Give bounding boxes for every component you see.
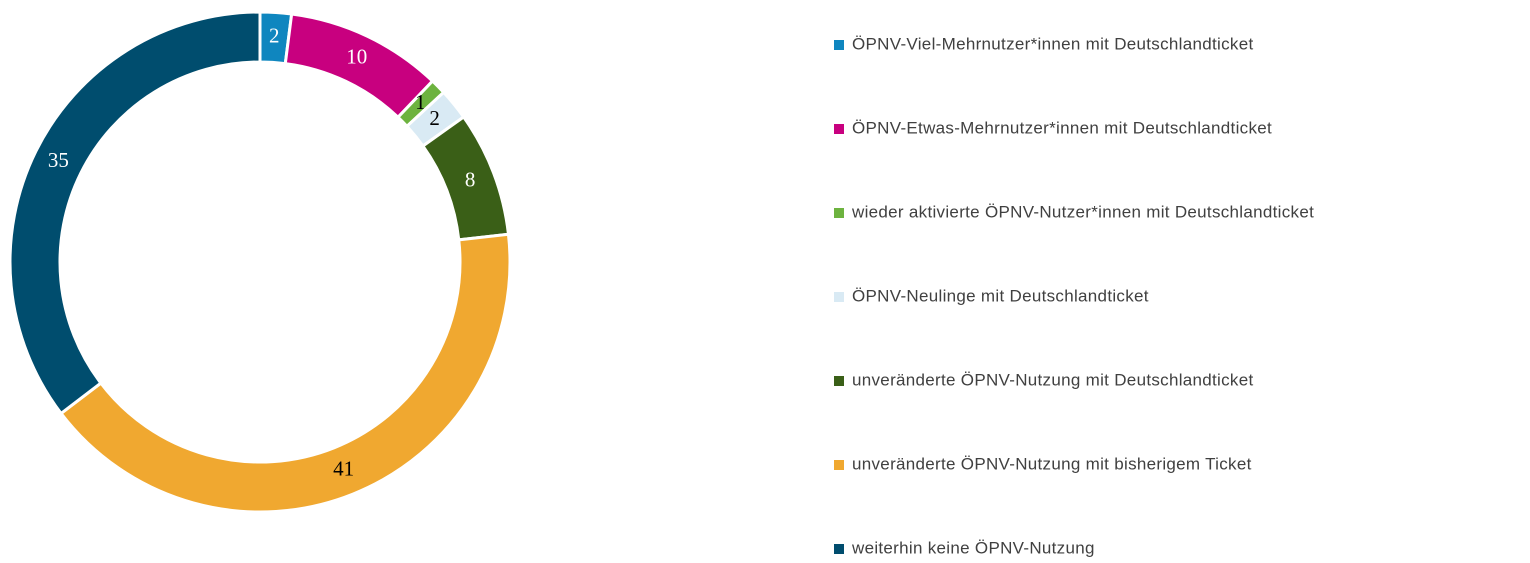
legend-label: weiterhin keine ÖPNV-Nutzung <box>851 538 1095 557</box>
legend-label: ÖPNV-Viel-Mehrnutzer*innen mit Deutschla… <box>852 34 1253 53</box>
data-label: 1 <box>415 90 426 114</box>
legend-label: ÖPNV-Neulinge mit Deutschlandticket <box>852 286 1149 305</box>
legend-swatch <box>834 292 844 302</box>
donut-slice <box>8 10 262 416</box>
legend-swatch <box>834 460 844 470</box>
legend-swatch <box>834 376 844 386</box>
donut-slice <box>58 232 512 514</box>
legend-label: unveränderte ÖPNV-Nutzung mit Deutschlan… <box>852 370 1254 389</box>
legend-label: ÖPNV-Etwas-Mehrnutzer*innen mit Deutschl… <box>852 118 1272 137</box>
data-label: 35 <box>48 148 69 172</box>
legend-swatch <box>834 40 844 50</box>
data-label: 8 <box>465 168 476 192</box>
data-label: 41 <box>333 457 354 481</box>
data-label: 2 <box>429 106 440 130</box>
legend-swatch <box>834 208 844 218</box>
legend-swatch <box>834 544 844 554</box>
data-label: 10 <box>346 45 367 69</box>
data-label: 2 <box>269 23 280 47</box>
legend-label: wieder aktivierte ÖPNV-Nutzer*innen mit … <box>851 202 1314 221</box>
legend-label: unveränderte ÖPNV-Nutzung mit bisherigem… <box>852 454 1252 473</box>
legend-swatch <box>834 124 844 134</box>
